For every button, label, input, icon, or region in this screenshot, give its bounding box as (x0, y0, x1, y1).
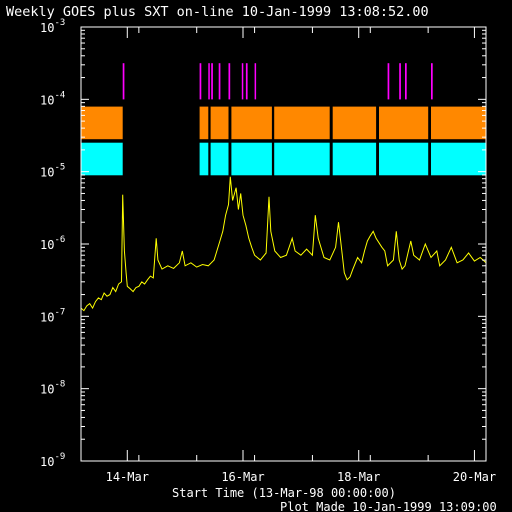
band-0-segment-5 (228, 63, 231, 100)
y-tick-label-0: 10-9 (40, 452, 65, 469)
band-0-segment-0 (122, 63, 125, 100)
y-tick-label-5: 10-4 (40, 90, 65, 107)
band-0-segment-1 (199, 63, 202, 100)
y-tick-label-6: 10-3 (40, 18, 65, 35)
chart-title: Weekly GOES plus SXT on-line 10-Jan-1999… (6, 4, 429, 20)
band-2-segment-2 (210, 142, 229, 176)
band-0-segment-8 (254, 63, 257, 100)
band-1-segment-7 (431, 106, 486, 140)
band-0-segment-2 (208, 63, 210, 100)
band-0-segment-6 (241, 63, 244, 100)
x-axis-ticks: 14-Mar 16-Mar 18-Mar 20-Mar (80, 27, 496, 484)
band-0-segment-3 (211, 63, 213, 100)
band-1-segment-2 (210, 106, 229, 140)
band-2-segment-3 (231, 142, 272, 176)
x-tick-label-3: 20-Mar (453, 470, 496, 484)
sxt-coverage-bands (81, 63, 486, 176)
x-axis-label: Start Time (13-Mar-98 00:00:00) (172, 486, 396, 500)
x-tick-label-2: 18-Mar (337, 470, 380, 484)
y-tick-label-4: 10-5 (40, 163, 65, 180)
y-tick-label-1: 10-8 (40, 380, 65, 397)
band-1-segment-6 (379, 106, 429, 140)
flux-series (80, 176, 487, 312)
band-0-segment-11 (405, 63, 407, 100)
band-2-segment-5 (332, 142, 377, 176)
plot-made-label: Plot Made 10-Jan-1999 13:09:00 (280, 500, 497, 512)
band-2-segment-1 (199, 142, 209, 176)
band-2-segment-7 (431, 142, 486, 176)
band-1-segment-0 (81, 106, 123, 140)
band-1-segment-1 (199, 106, 209, 140)
band-0-segment-9 (387, 63, 390, 100)
y-tick-label-3: 10-6 (40, 235, 65, 252)
band-1-segment-5 (332, 106, 377, 140)
y-tick-label-2: 10-7 (40, 307, 65, 324)
band-0-segment-4 (218, 63, 221, 100)
band-2-segment-0 (81, 142, 123, 176)
band-1-segment-4 (274, 106, 330, 140)
band-0-segment-7 (245, 63, 248, 100)
band-1-segment-3 (231, 106, 272, 140)
band-0-segment-10 (399, 63, 401, 100)
band-0-segment-12 (431, 63, 433, 100)
series-line-0 (80, 176, 487, 312)
x-tick-label-1: 16-Mar (221, 470, 264, 484)
band-2-segment-4 (274, 142, 330, 176)
y-axis-ticks: 10-9 10-8 10-7 10-6 10-5 10-4 10-3 (40, 18, 486, 469)
band-2-segment-6 (379, 142, 429, 176)
x-tick-label-0: 14-Mar (106, 470, 149, 484)
